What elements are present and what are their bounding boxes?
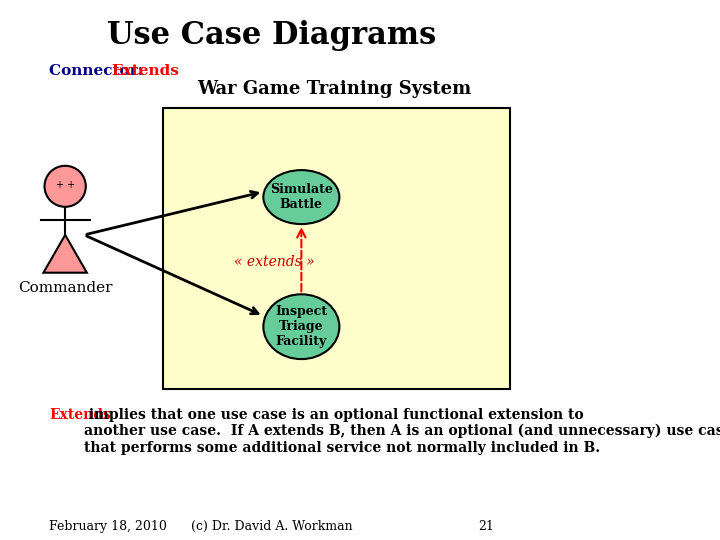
Polygon shape [43, 235, 87, 273]
Text: (c) Dr. David A. Workman: (c) Dr. David A. Workman [191, 520, 352, 533]
Text: implies that one use case is an optional functional extension to
another use cas: implies that one use case is an optional… [84, 408, 720, 455]
Text: Use Case Diagrams: Use Case Diagrams [107, 19, 436, 51]
Text: « extends »: « extends » [234, 255, 315, 269]
Text: 21: 21 [478, 520, 494, 533]
Circle shape [45, 166, 86, 207]
Text: Inspect
Triage
Facility: Inspect Triage Facility [275, 305, 328, 348]
Text: Extends: Extends [112, 64, 179, 78]
Text: Extends: Extends [49, 408, 111, 422]
Ellipse shape [264, 294, 339, 359]
Text: War Game Training System: War Game Training System [197, 79, 471, 98]
Text: Connector:: Connector: [49, 64, 148, 78]
Text: February 18, 2010: February 18, 2010 [49, 520, 167, 533]
Text: Simulate
Battle: Simulate Battle [270, 183, 333, 211]
FancyBboxPatch shape [163, 108, 510, 389]
Text: Commander: Commander [18, 281, 112, 295]
Text: + +: + + [55, 180, 75, 190]
Ellipse shape [264, 170, 339, 224]
